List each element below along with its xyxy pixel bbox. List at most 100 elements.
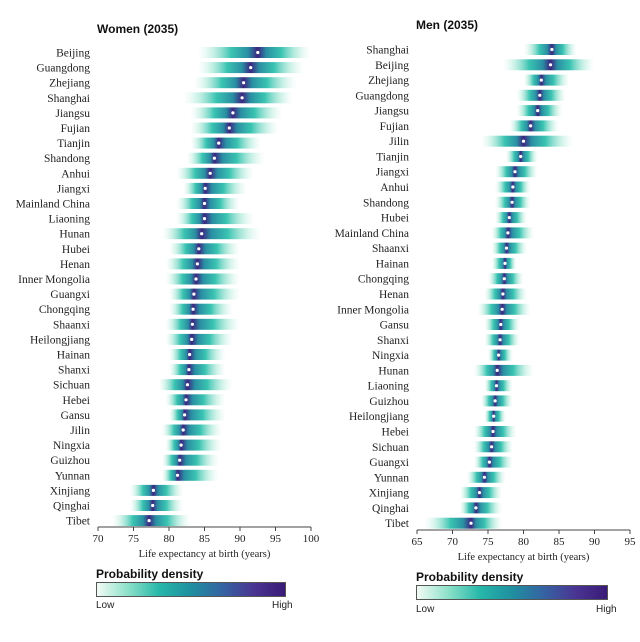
women-density-band	[169, 364, 226, 376]
men-category-label: Hainan	[376, 258, 409, 270]
women-legend-title: Probability density	[96, 567, 204, 581]
men-category-label: Henan	[379, 289, 409, 301]
men-category-label: Heilongjiang	[349, 411, 409, 423]
women-category-label: Guangxi	[50, 289, 90, 301]
men-density-band	[523, 74, 570, 86]
women-median-point	[202, 201, 207, 206]
women-median-point	[147, 519, 151, 523]
women-median-point	[185, 383, 190, 387]
women-category-label: Beijing	[56, 48, 90, 60]
women-category-label: Shandong	[44, 153, 90, 165]
men-category-label: Qinghai	[372, 503, 409, 515]
men-category-label: Shanxi	[377, 335, 409, 347]
women-category-label: Ningxia	[53, 440, 90, 452]
women-median-point	[202, 217, 207, 221]
women-category-label: Heilongjiang	[30, 334, 90, 346]
men-median-point	[548, 63, 553, 67]
men-density-band	[509, 120, 559, 132]
men-x-tick-label: 70	[447, 536, 459, 548]
women-median-point	[191, 307, 195, 311]
women-density-band	[165, 394, 226, 406]
women-category-label: Shanghai	[47, 93, 90, 105]
women-category-label: Qinghai	[53, 501, 90, 513]
men-category-label: Tibet	[385, 518, 410, 530]
men-category-label: Xinjiang	[369, 488, 409, 500]
men-category-label: Yunnan	[374, 472, 409, 484]
men-x-axis-label: Life expectancy at birth (years)	[458, 552, 590, 563]
men-density-band	[477, 303, 531, 315]
women-category-label: Shaanxi	[53, 319, 90, 331]
men-legend: Probability density Low High	[416, 570, 626, 630]
women-density-band	[169, 243, 240, 255]
men-category-label: Guangdong	[355, 90, 409, 102]
women-median-point	[184, 398, 188, 402]
men-median-point	[503, 261, 507, 265]
men-density-band	[484, 334, 520, 346]
women-category-label: Jilin	[70, 425, 90, 437]
women-category-label: Xinjiang	[50, 485, 90, 497]
women-median-point	[249, 66, 253, 70]
women-median-point	[217, 141, 221, 145]
women-density-band	[169, 288, 240, 300]
women-category-label: Yunnan	[55, 470, 90, 482]
women-chart-title: Women (2035)	[97, 22, 178, 36]
women-x-tick-label: 100	[303, 533, 320, 545]
women-median-point	[208, 171, 212, 175]
men-median-point	[497, 353, 501, 357]
women-category-label: Fujian	[61, 123, 91, 135]
men-density-band	[480, 395, 513, 407]
men-category-label: Jiangxi	[376, 167, 409, 179]
men-category-label: Jiangsu	[375, 106, 410, 118]
men-category-label: Shandong	[363, 197, 409, 209]
men-category-label: Gansu	[380, 320, 410, 332]
women-category-label: Inner Mongolia	[18, 274, 90, 286]
women-category-label: Liaoning	[48, 214, 90, 226]
men-median-point	[506, 231, 510, 235]
men-density-band	[424, 517, 503, 529]
men-density-band	[473, 441, 513, 453]
women-category-label: Hebei	[63, 395, 90, 407]
women-density-band	[183, 92, 294, 104]
women-category-label: Guangdong	[36, 63, 90, 75]
women-category-label: Jiangxi	[57, 183, 90, 195]
women-category-label: Guizhou	[50, 455, 90, 467]
men-category-label: Hebei	[382, 427, 409, 439]
women-category-label: Anhui	[61, 168, 90, 180]
men-density-band	[473, 456, 513, 468]
women-density-band	[183, 182, 248, 194]
women-median-point	[212, 156, 216, 160]
women-category-label: Chongqing	[39, 304, 90, 316]
women-legend-low: Low	[96, 600, 115, 611]
men-median-point	[502, 277, 506, 281]
women-density-band	[129, 484, 184, 496]
women-median-point	[187, 368, 191, 372]
men-legend-high: High	[596, 604, 617, 615]
men-legend-title: Probability density	[416, 570, 524, 584]
men-x-tick-label: 80	[518, 536, 530, 548]
men-median-point	[499, 322, 503, 327]
men-x-tick-label: 75	[483, 536, 495, 548]
men-density-band	[466, 471, 506, 483]
women-median-point	[181, 428, 185, 432]
men-median-point	[501, 292, 505, 296]
women-median-point	[203, 186, 207, 190]
women-x-tick-label: 80	[164, 533, 176, 545]
men-category-label: Inner Mongolia	[337, 304, 409, 316]
men-median-point	[491, 429, 495, 434]
women-density-band	[190, 122, 279, 134]
women-category-label: Mainland China	[16, 199, 90, 211]
women-median-point	[188, 352, 192, 357]
women-category-label: Tibet	[66, 516, 91, 528]
men-x-tick-label: 90	[589, 536, 601, 548]
men-density-band	[495, 212, 527, 224]
men-x-tick-label: 85	[554, 536, 566, 548]
men-category-label: Liaoning	[367, 381, 409, 393]
men-category-label: Tianjin	[376, 151, 409, 163]
women-median-point	[192, 292, 196, 296]
men-median-point	[510, 200, 514, 204]
men-median-point	[492, 414, 496, 418]
men-density-band	[523, 44, 577, 55]
women-median-point	[190, 337, 194, 341]
men-x-tick-label: 65	[412, 536, 424, 548]
